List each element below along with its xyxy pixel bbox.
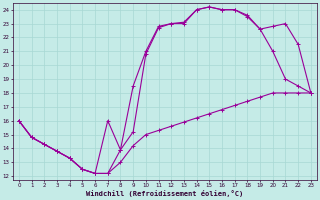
X-axis label: Windchill (Refroidissement éolien,°C): Windchill (Refroidissement éolien,°C): [86, 190, 244, 197]
